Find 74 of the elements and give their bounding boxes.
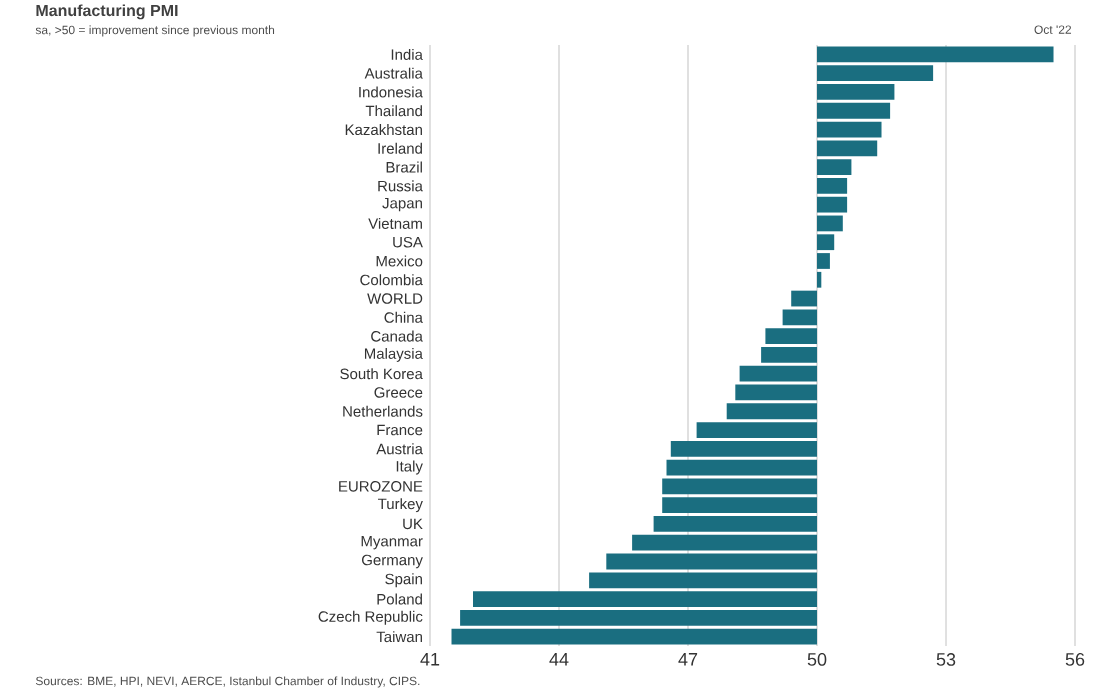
x-tick-label: 47 — [678, 653, 698, 666]
y-tick-label: Netherlands — [343, 405, 423, 417]
y-tick-label: Mexico — [376, 255, 423, 267]
y-tick-label: Russia — [378, 180, 423, 192]
x-tick-label: 53 — [936, 653, 956, 666]
y-tick-label: China — [384, 311, 423, 323]
bar — [817, 46, 1054, 63]
y-tick-label: Austria — [376, 443, 423, 455]
bar — [662, 478, 818, 495]
x-tick-label: 44 — [549, 653, 569, 666]
y-tick-label: UK — [403, 518, 423, 530]
x-tick-label: 56 — [1065, 653, 1085, 666]
y-tick-label: Turkey — [378, 498, 423, 513]
bar — [696, 422, 818, 438]
text: Oct '22 — [1034, 25, 1072, 34]
y-tick-label: India — [391, 48, 423, 60]
x-tick-label: 50 — [807, 653, 827, 666]
bar — [666, 459, 818, 476]
y-tick-label: Czech Republic — [318, 610, 423, 625]
y-tick-label: South Korea — [340, 368, 423, 380]
bar — [817, 159, 852, 175]
y-tick-label: Ireland — [378, 142, 422, 154]
bar — [817, 84, 895, 100]
bar — [761, 347, 818, 363]
y-tick-label: France — [377, 424, 423, 436]
bar — [817, 65, 934, 82]
y-tick-label: Canada — [371, 330, 423, 342]
y-tick-label: Thailand — [365, 105, 422, 117]
y-tick-label: Italy — [396, 460, 423, 475]
bar — [460, 609, 818, 626]
y-tick-label: Kazakhstan — [345, 124, 422, 136]
y-tick-label: WORLD — [367, 293, 423, 304]
bar — [735, 384, 818, 401]
bar — [653, 516, 818, 532]
bar — [670, 440, 818, 457]
y-tick-label: Colombia — [360, 274, 423, 286]
bar — [817, 271, 822, 288]
bar — [817, 140, 878, 157]
y-tick-label: Japan — [382, 197, 422, 212]
bar — [765, 328, 818, 344]
bar — [606, 553, 818, 570]
bar — [791, 290, 818, 307]
y-tick-label: Spain — [385, 573, 422, 588]
bar — [817, 234, 835, 251]
bar — [817, 102, 891, 119]
bar — [632, 534, 818, 551]
bar — [817, 177, 848, 194]
y-tick-label: Brazil — [386, 161, 422, 173]
bar — [817, 196, 848, 213]
y-tick-label: Myanmar — [361, 535, 423, 550]
y-tick-label: Indonesia — [359, 86, 423, 98]
text: Manufacturing PMI — [36, 4, 178, 20]
bar — [473, 591, 818, 607]
bar — [662, 497, 818, 514]
x-tick-label: 41 — [420, 653, 440, 666]
bar — [589, 572, 818, 589]
y-tick-label: Vietnam — [368, 217, 422, 229]
bar — [726, 403, 818, 420]
bar — [739, 365, 818, 382]
y-tick-label: Poland — [377, 593, 422, 605]
bar — [817, 253, 830, 269]
y-tick-label: Germany — [362, 554, 423, 569]
bar — [817, 121, 882, 138]
y-tick-label: Greece — [374, 387, 423, 398]
y-tick-label: Taiwan — [376, 631, 422, 643]
y-tick-label: EUROZONE — [339, 481, 423, 492]
bar — [817, 215, 843, 232]
bar — [782, 309, 818, 326]
text: sa, >50 = improvement since previous month — [35, 25, 275, 37]
y-tick-label: Australia — [364, 67, 423, 79]
y-tick-label: USA — [393, 236, 423, 248]
y-tick-label: Malaysia — [364, 347, 423, 362]
bar — [451, 628, 818, 645]
source-note: Sources: BME, HPI, NEVI, AERCE, Istanbul Chamber of Industry, CIPS. — [35, 676, 420, 688]
